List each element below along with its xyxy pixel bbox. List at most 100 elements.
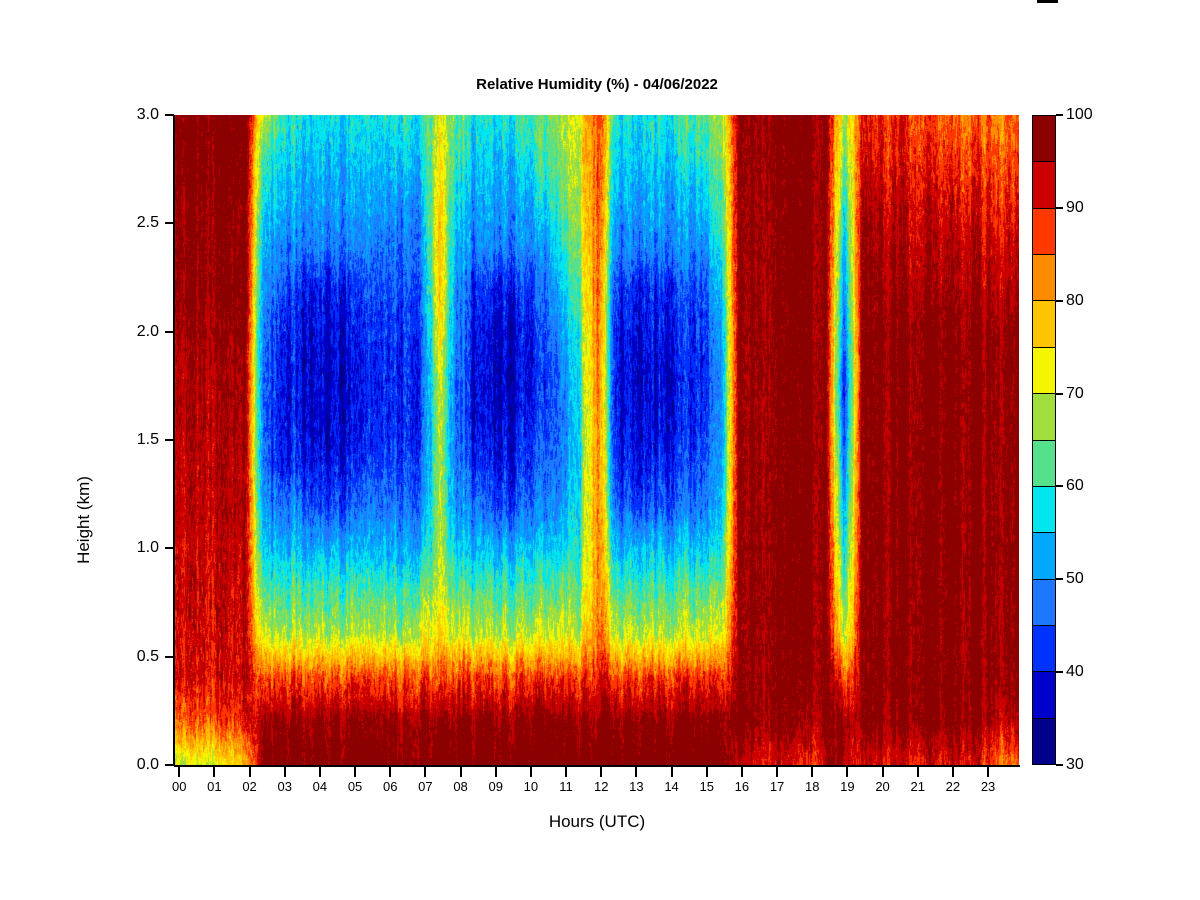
top-edge-artifact	[1037, 0, 1058, 3]
x-tick	[916, 767, 919, 777]
x-tick-label: 13	[629, 779, 644, 794]
y-tick	[165, 764, 174, 766]
y-tick-label: 0.0	[136, 756, 159, 773]
colorbar-tick-label: 40	[1066, 663, 1084, 681]
x-tick	[846, 767, 849, 777]
colorbar-tick	[1056, 671, 1063, 674]
x-tick	[318, 767, 321, 777]
x-tick-label: 08	[453, 779, 468, 794]
colorbar-block	[1033, 579, 1055, 626]
x-tick	[494, 767, 497, 777]
colorbar-block	[1033, 208, 1055, 256]
heatmap-canvas	[175, 115, 1019, 765]
x-tick	[565, 767, 568, 777]
x-tick	[248, 767, 251, 777]
x-tick-label: 03	[277, 779, 292, 794]
colorbar-block	[1033, 718, 1055, 765]
x-tick-label: 22	[945, 779, 961, 794]
colorbar-tick-label: 50	[1066, 570, 1084, 588]
x-tick-label: 07	[418, 779, 433, 794]
colorbar-tick-label: 80	[1066, 291, 1084, 309]
x-tick	[740, 767, 743, 777]
x-tick-label: 17	[769, 779, 785, 794]
colorbar-tick-label: 100	[1066, 106, 1093, 123]
colorbar-tick	[1056, 299, 1063, 302]
x-tick-label: 05	[347, 779, 363, 794]
chart-title: Relative Humidity (%) - 04/06/2022	[476, 76, 718, 93]
colorbar-tick-label: 30	[1066, 756, 1084, 773]
x-tick-label: 02	[242, 779, 257, 794]
x-tick-label: 18	[804, 779, 820, 794]
x-axis-title: Hours (UTC)	[548, 812, 646, 831]
colorbar-tick	[1056, 764, 1063, 766]
x-tick-label: 21	[910, 779, 925, 794]
y-axis-line	[173, 115, 175, 766]
colorbar-block	[1033, 162, 1055, 209]
x-tick-label: 15	[699, 779, 714, 794]
x-tick-label: 11	[559, 779, 573, 794]
colorbar	[1032, 115, 1056, 765]
x-tick-label: 06	[382, 779, 398, 794]
x-tick	[178, 767, 181, 777]
x-tick	[776, 767, 779, 777]
colorbar-tick	[1056, 578, 1063, 581]
colorbar-tick	[1056, 485, 1063, 488]
x-tick-label: 04	[312, 779, 328, 794]
colorbar-block	[1033, 486, 1055, 534]
x-tick-label: 00	[171, 779, 187, 794]
colorbar-tick	[1056, 206, 1063, 209]
x-tick	[811, 767, 814, 777]
y-tick-label: 0.5	[136, 647, 159, 665]
x-tick	[951, 767, 954, 777]
x-tick	[881, 767, 884, 777]
y-tick-label: 1.5	[136, 431, 159, 448]
colorbar-block	[1033, 394, 1055, 441]
x-tick-label: 16	[734, 779, 750, 794]
y-tick-label: 3.0	[136, 106, 159, 123]
colorbar-tick	[1056, 114, 1063, 116]
x-tick-label: 23	[980, 779, 996, 794]
y-tick-label: 1.0	[136, 539, 159, 557]
colorbar-block	[1033, 625, 1055, 673]
x-tick-label: 12	[593, 779, 609, 794]
colorbar-block	[1033, 347, 1055, 395]
y-tick-label: 2.5	[136, 214, 159, 232]
x-tick	[529, 767, 532, 777]
colorbar-tick-label: 90	[1066, 198, 1084, 216]
y-axis-title: Height (km)	[74, 476, 93, 564]
y-tick	[165, 547, 174, 550]
colorbar-block	[1033, 301, 1055, 348]
y-tick	[165, 222, 174, 225]
x-tick	[213, 767, 216, 777]
x-tick	[389, 767, 392, 777]
colorbar-tick-label: 70	[1066, 384, 1084, 402]
colorbar-block	[1033, 440, 1055, 487]
colorbar-block	[1033, 116, 1055, 163]
x-tick-label: 01	[207, 779, 222, 794]
x-tick-label: 10	[523, 779, 539, 794]
x-tick	[354, 767, 357, 777]
x-tick-label: 14	[664, 779, 679, 794]
x-tick-label: 20	[875, 779, 890, 794]
x-tick	[600, 767, 603, 777]
colorbar-block	[1033, 533, 1055, 580]
x-tick-label: 09	[488, 779, 503, 794]
colorbar-block	[1033, 672, 1055, 719]
x-tick	[424, 767, 427, 777]
x-tick	[670, 767, 673, 777]
y-tick	[165, 655, 174, 658]
x-axis-line	[174, 765, 1020, 767]
y-tick	[165, 439, 174, 441]
colorbar-tick	[1056, 392, 1063, 395]
y-tick	[165, 114, 174, 116]
y-tick	[165, 330, 174, 333]
x-tick-label: 19	[840, 779, 855, 794]
x-tick	[705, 767, 708, 777]
colorbar-block	[1033, 255, 1055, 302]
x-tick	[283, 767, 286, 777]
y-tick-label: 2.0	[136, 322, 159, 340]
colorbar-tick-label: 60	[1066, 477, 1084, 495]
x-tick	[635, 767, 638, 777]
x-tick	[987, 767, 990, 777]
